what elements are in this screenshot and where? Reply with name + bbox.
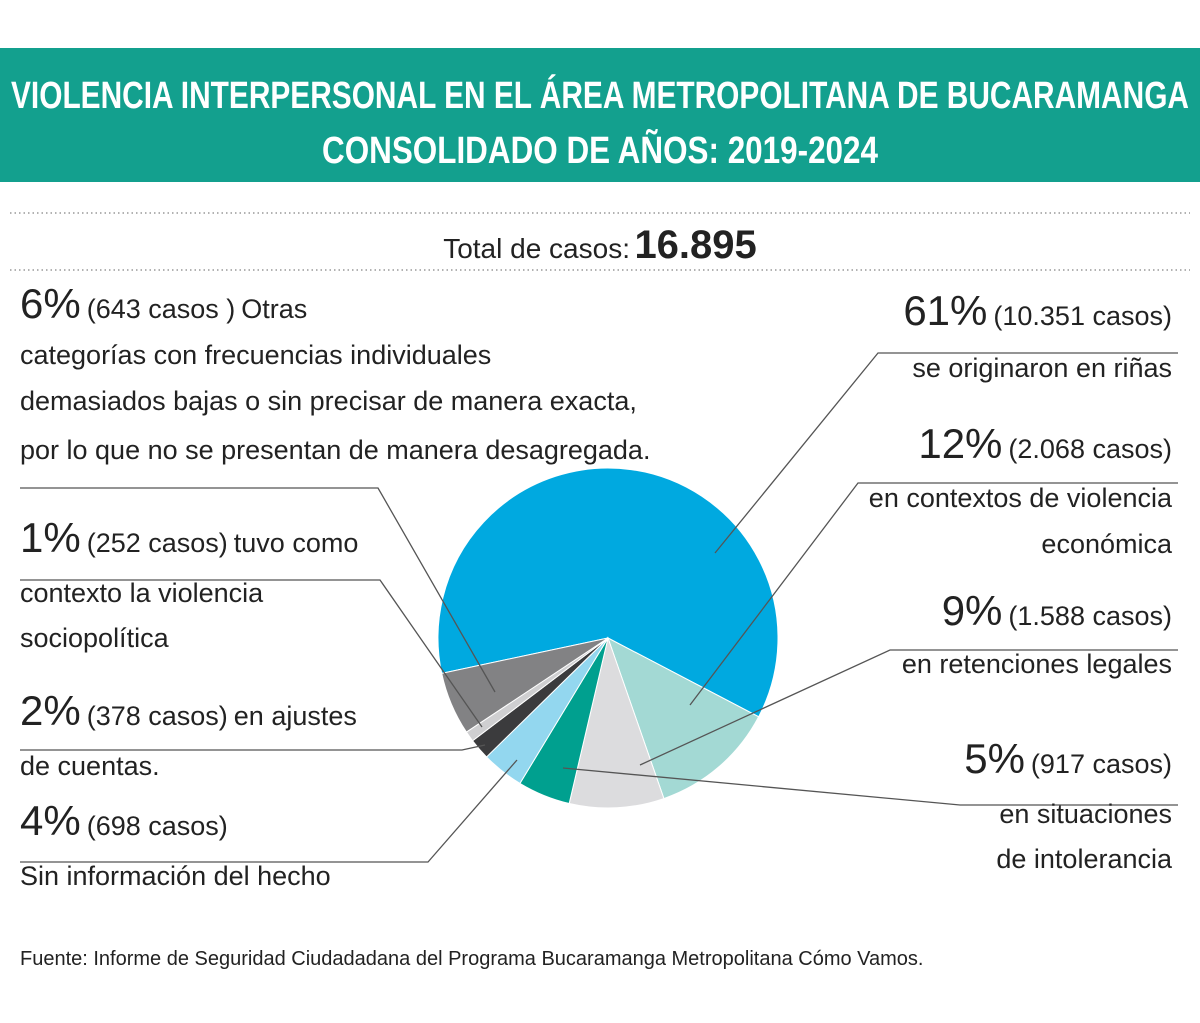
description: en situaciones [999, 799, 1172, 829]
cases-label: (917 casos) [1031, 749, 1172, 779]
cases-label: (1.588 casos) [1008, 601, 1172, 631]
description: de cuentas. [20, 751, 160, 781]
pie-slice [437, 467, 779, 718]
slice-label: 4% (698 casos) [20, 797, 228, 844]
description: en contextos de violencia [869, 483, 1173, 513]
leader-line [639, 649, 1178, 766]
chart-subtitle: CONSOLIDADO DE AÑOS: 2019-2024 [322, 128, 878, 172]
percent-label: 6% [20, 280, 81, 327]
description: Sin información del hecho [20, 861, 331, 891]
total-value: 16.895 [634, 223, 756, 267]
leader-line [20, 759, 518, 863]
slice-label: 5% (917 casos) [964, 735, 1172, 782]
slice-label: 61% (10.351 casos) [903, 287, 1172, 334]
header-band [0, 48, 1200, 182]
leader-line [689, 482, 1178, 706]
pie-slice [441, 637, 609, 733]
cases-label: (252 casos) [87, 528, 228, 558]
description: Otras [241, 294, 307, 324]
description: sociopolítica [20, 623, 170, 653]
leader-line [714, 352, 1178, 554]
leader-line [20, 744, 486, 751]
slice-label: 9% (1.588 casos) [942, 587, 1172, 634]
percent-label: 2% [20, 687, 81, 734]
description: de intolerancia [996, 844, 1173, 874]
description: se originaron en riñas [912, 353, 1172, 383]
total: Total de casos: 16.895 [443, 223, 757, 267]
percent-label: 1% [20, 514, 81, 561]
description: por lo que no se presentan de manera des… [20, 435, 650, 465]
leader-line [562, 767, 1178, 806]
cases-label: (698 casos) [87, 811, 228, 841]
description: tuvo como [234, 528, 359, 558]
percent-label: 9% [942, 587, 1003, 634]
slice-label: 12% (2.068 casos) [918, 420, 1172, 467]
total-label: Total de casos: [443, 233, 630, 264]
cases-label: (643 casos ) [87, 294, 236, 324]
percent-label: 12% [918, 420, 1002, 467]
leader-line [20, 579, 483, 728]
cases-label: (2.068 casos) [1008, 434, 1172, 464]
percent-label: 4% [20, 797, 81, 844]
slice-label: 1% (252 casos) tuvo como [20, 514, 358, 561]
description: económica [1041, 529, 1173, 559]
leader-line [20, 487, 496, 693]
description: en ajustes [234, 701, 357, 731]
cases-label: (378 casos) [87, 701, 228, 731]
percent-label: 5% [964, 735, 1025, 782]
description: contexto la violencia [20, 578, 264, 608]
description: en retenciones legales [902, 649, 1172, 679]
source: Fuente: Informe de Seguridad Ciudadadana… [20, 948, 924, 970]
description: demasiados bajas o sin precisar de maner… [20, 386, 637, 416]
chart-title: VIOLENCIA INTERPERSONAL EN EL ÁREA METRO… [11, 73, 1189, 117]
cases-label: (10.351 casos) [993, 301, 1172, 331]
slice-label: 2% (378 casos) en ajustes [20, 687, 357, 734]
description: categorías con frecuencias individuales [20, 340, 491, 370]
pie-slice [607, 636, 760, 800]
percent-label: 61% [903, 287, 987, 334]
slice-label: 6% (643 casos ) Otras [20, 280, 307, 327]
